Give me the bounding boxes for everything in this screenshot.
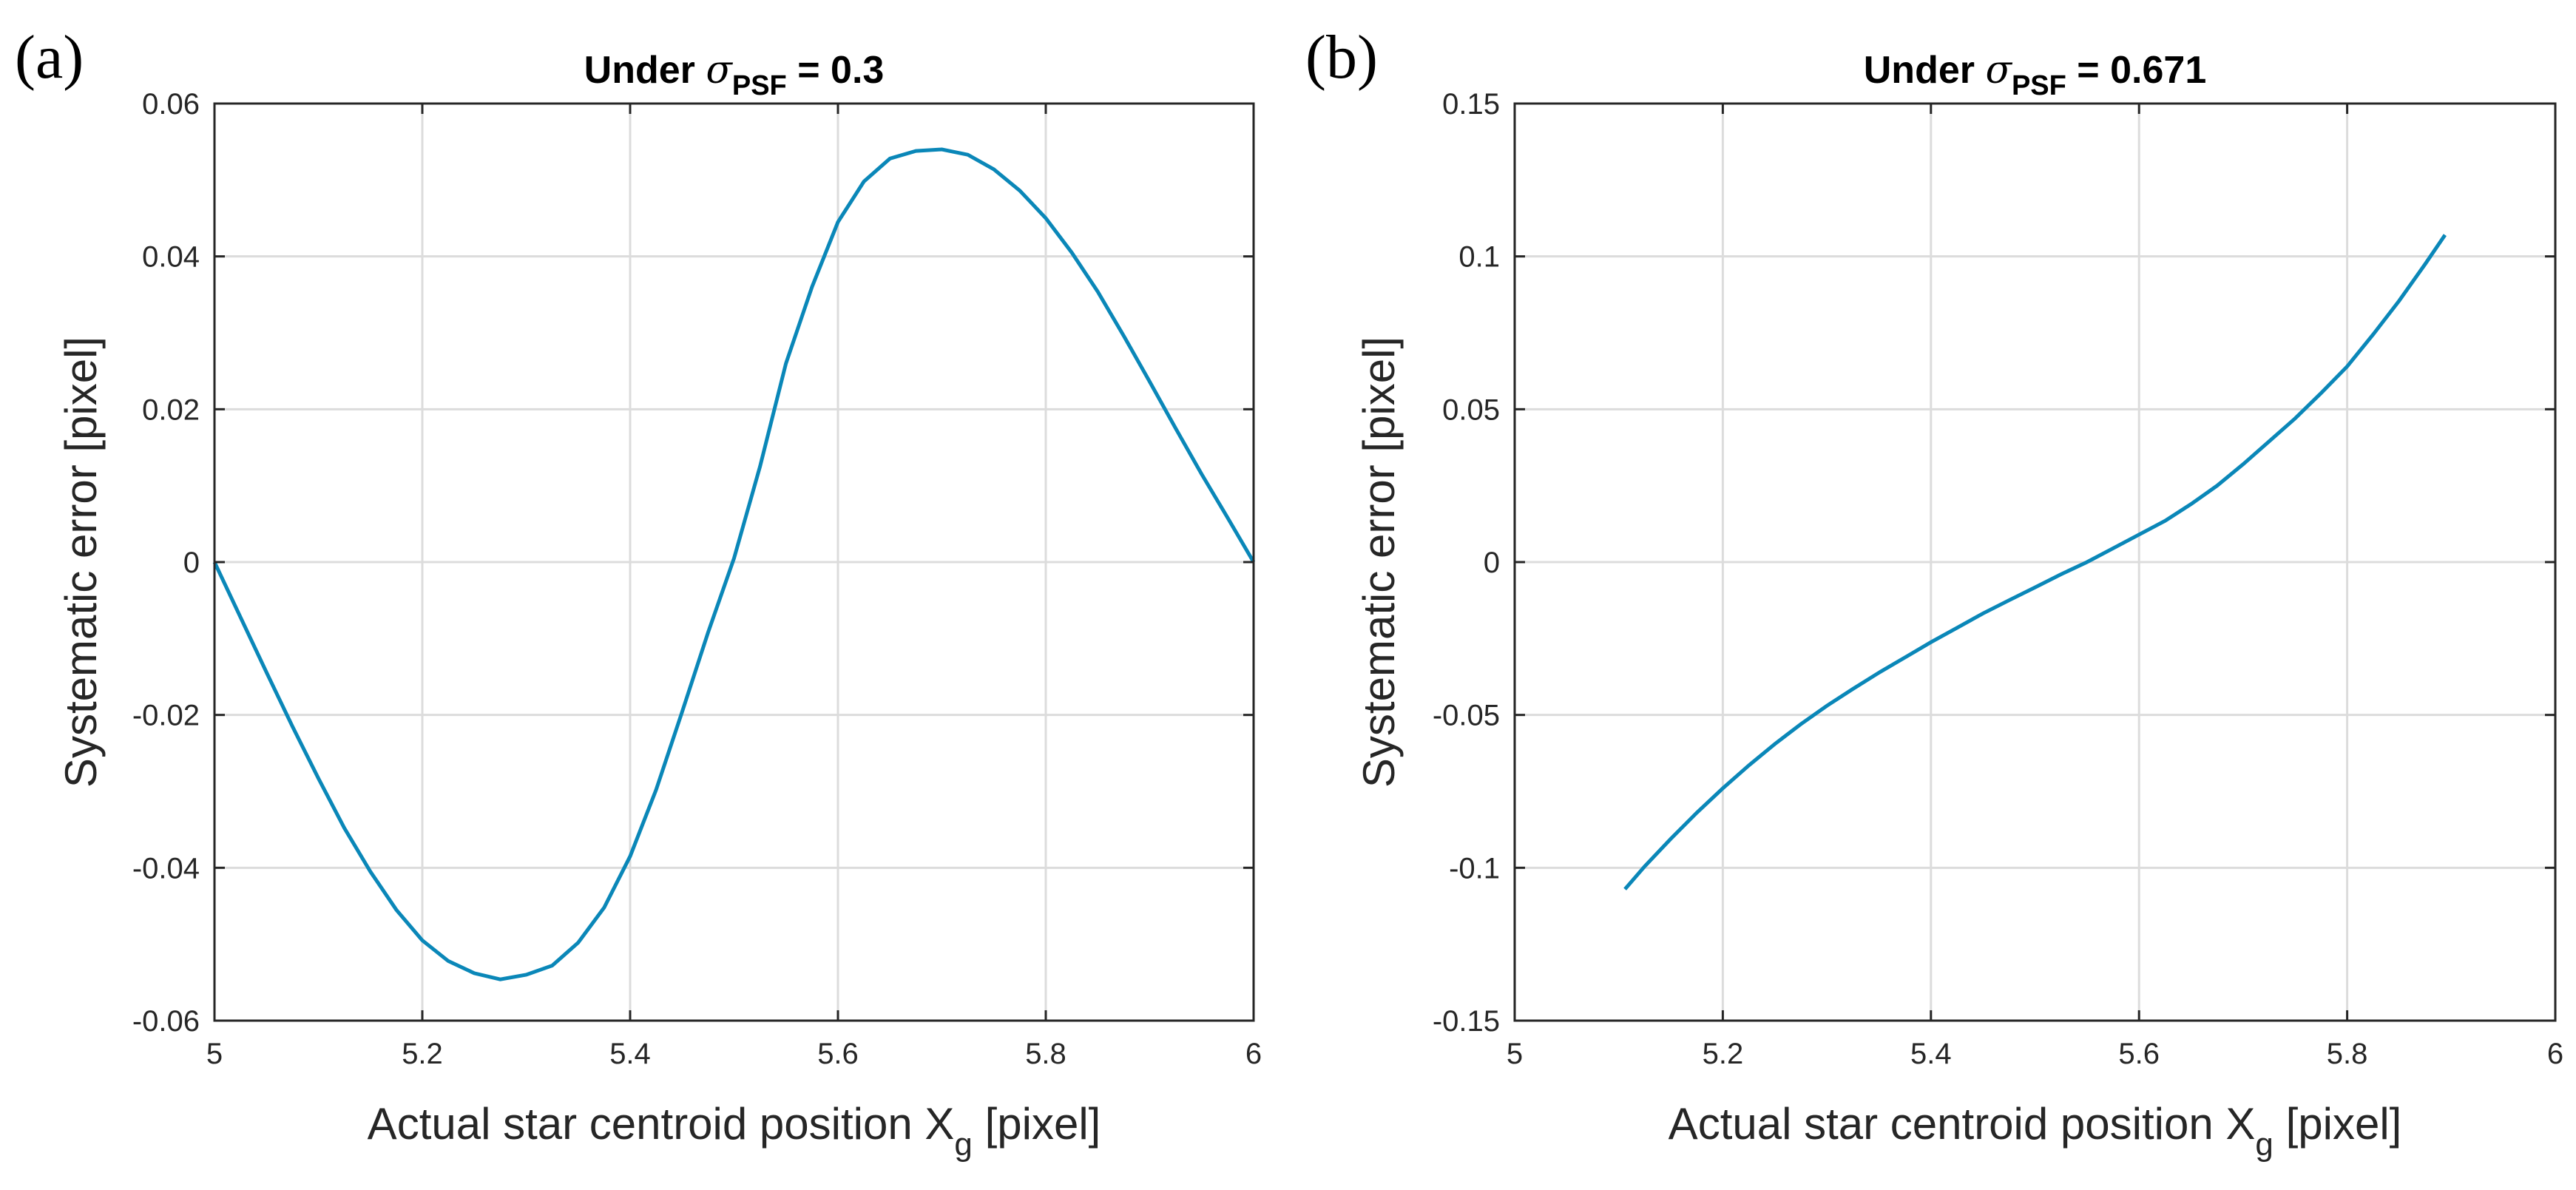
y-tick-label: -0.04 xyxy=(132,852,200,885)
y-tick-label: -0.15 xyxy=(1433,1005,1500,1038)
x-axis-label-text: Actual star centroid position X xyxy=(368,1099,955,1149)
x-axis-label: Actual star centroid position Xg [pixel] xyxy=(368,1099,1101,1163)
x-axis-label-text: Actual star centroid position X xyxy=(1669,1099,2256,1149)
x-tick-label: 6 xyxy=(2547,1038,2563,1070)
chart-panel-1: 5 5.2 5.4 5.6 5.8 6 -0.06 -0.04 -0.02 0 0.02 0.04 0.… xyxy=(15,23,1262,1163)
chart-title-subscript: PSF xyxy=(2012,70,2066,101)
y-tick-label: -0.1 xyxy=(1449,852,1500,885)
x-tick-label: 5.8 xyxy=(1025,1038,1066,1070)
series-line xyxy=(1623,234,2447,890)
panel-label: (b) xyxy=(1305,23,1378,92)
chart-title-subscript: PSF xyxy=(732,70,787,101)
y-tick-label: -0.05 xyxy=(1433,700,1500,732)
y-tick-label: 0.15 xyxy=(1442,88,1500,121)
x-axis-label: Actual star centroid position Xg [pixel] xyxy=(1669,1099,2402,1163)
x-tick-label: 5.4 xyxy=(609,1038,651,1070)
y-tick-label: 0.1 xyxy=(1458,241,1500,274)
chart-title-symbol: σ xyxy=(706,48,733,92)
y-axis-label: Systematic error [pixel] xyxy=(1354,337,1404,788)
y-axis-label: Systematic error [pixel] xyxy=(56,337,106,788)
y-tick-label: 0.04 xyxy=(142,241,200,274)
x-axis-label-subscript: g xyxy=(2255,1126,2273,1163)
chart-title: Under σPSF = 0.671 xyxy=(1864,48,2206,101)
chart-title: Under σPSF = 0.3 xyxy=(584,48,885,101)
chart-panel-2: 5 5.2 5.4 5.6 5.8 6 -0.15 -0.1 -0.05 0 0.05 0.1 0.15… xyxy=(1305,23,2563,1163)
y-tick-label: 0.05 xyxy=(1442,393,1500,426)
chart-title-symbol: σ xyxy=(1985,48,2012,92)
x-tick-label: 5.8 xyxy=(2327,1038,2368,1070)
x-tick-label: 5.6 xyxy=(2118,1038,2160,1070)
y-tick-label: 0 xyxy=(183,547,200,579)
x-tick-label: 5.4 xyxy=(1910,1038,1952,1070)
x-axis-label-suffix: [pixel] xyxy=(2274,1099,2401,1149)
chart-title-suffix: = 0.3 xyxy=(787,49,885,92)
series-line xyxy=(212,147,1256,981)
x-axis-label-suffix: [pixel] xyxy=(973,1099,1101,1149)
y-tick-label: -0.02 xyxy=(132,700,200,732)
chart-title-suffix: = 0.671 xyxy=(2066,49,2206,92)
y-tick-label: 0.06 xyxy=(142,88,200,121)
panel-label: (a) xyxy=(15,23,84,92)
x-tick-label: 5 xyxy=(206,1038,223,1070)
x-tick-label: 6 xyxy=(1245,1038,1262,1070)
chart-title-prefix: Under xyxy=(1864,49,1986,92)
chart-title-prefix: Under xyxy=(584,49,706,92)
x-axis-label-subscript: g xyxy=(954,1126,972,1163)
y-tick-label: -0.06 xyxy=(132,1005,200,1038)
x-tick-label: 5.2 xyxy=(402,1038,443,1070)
y-tick-label: 0 xyxy=(1484,547,1500,579)
y-tick-label: 0.02 xyxy=(142,393,200,426)
x-tick-label: 5 xyxy=(1507,1038,1523,1070)
x-tick-label: 5.6 xyxy=(817,1038,859,1070)
x-tick-label: 5.2 xyxy=(1703,1038,1744,1070)
